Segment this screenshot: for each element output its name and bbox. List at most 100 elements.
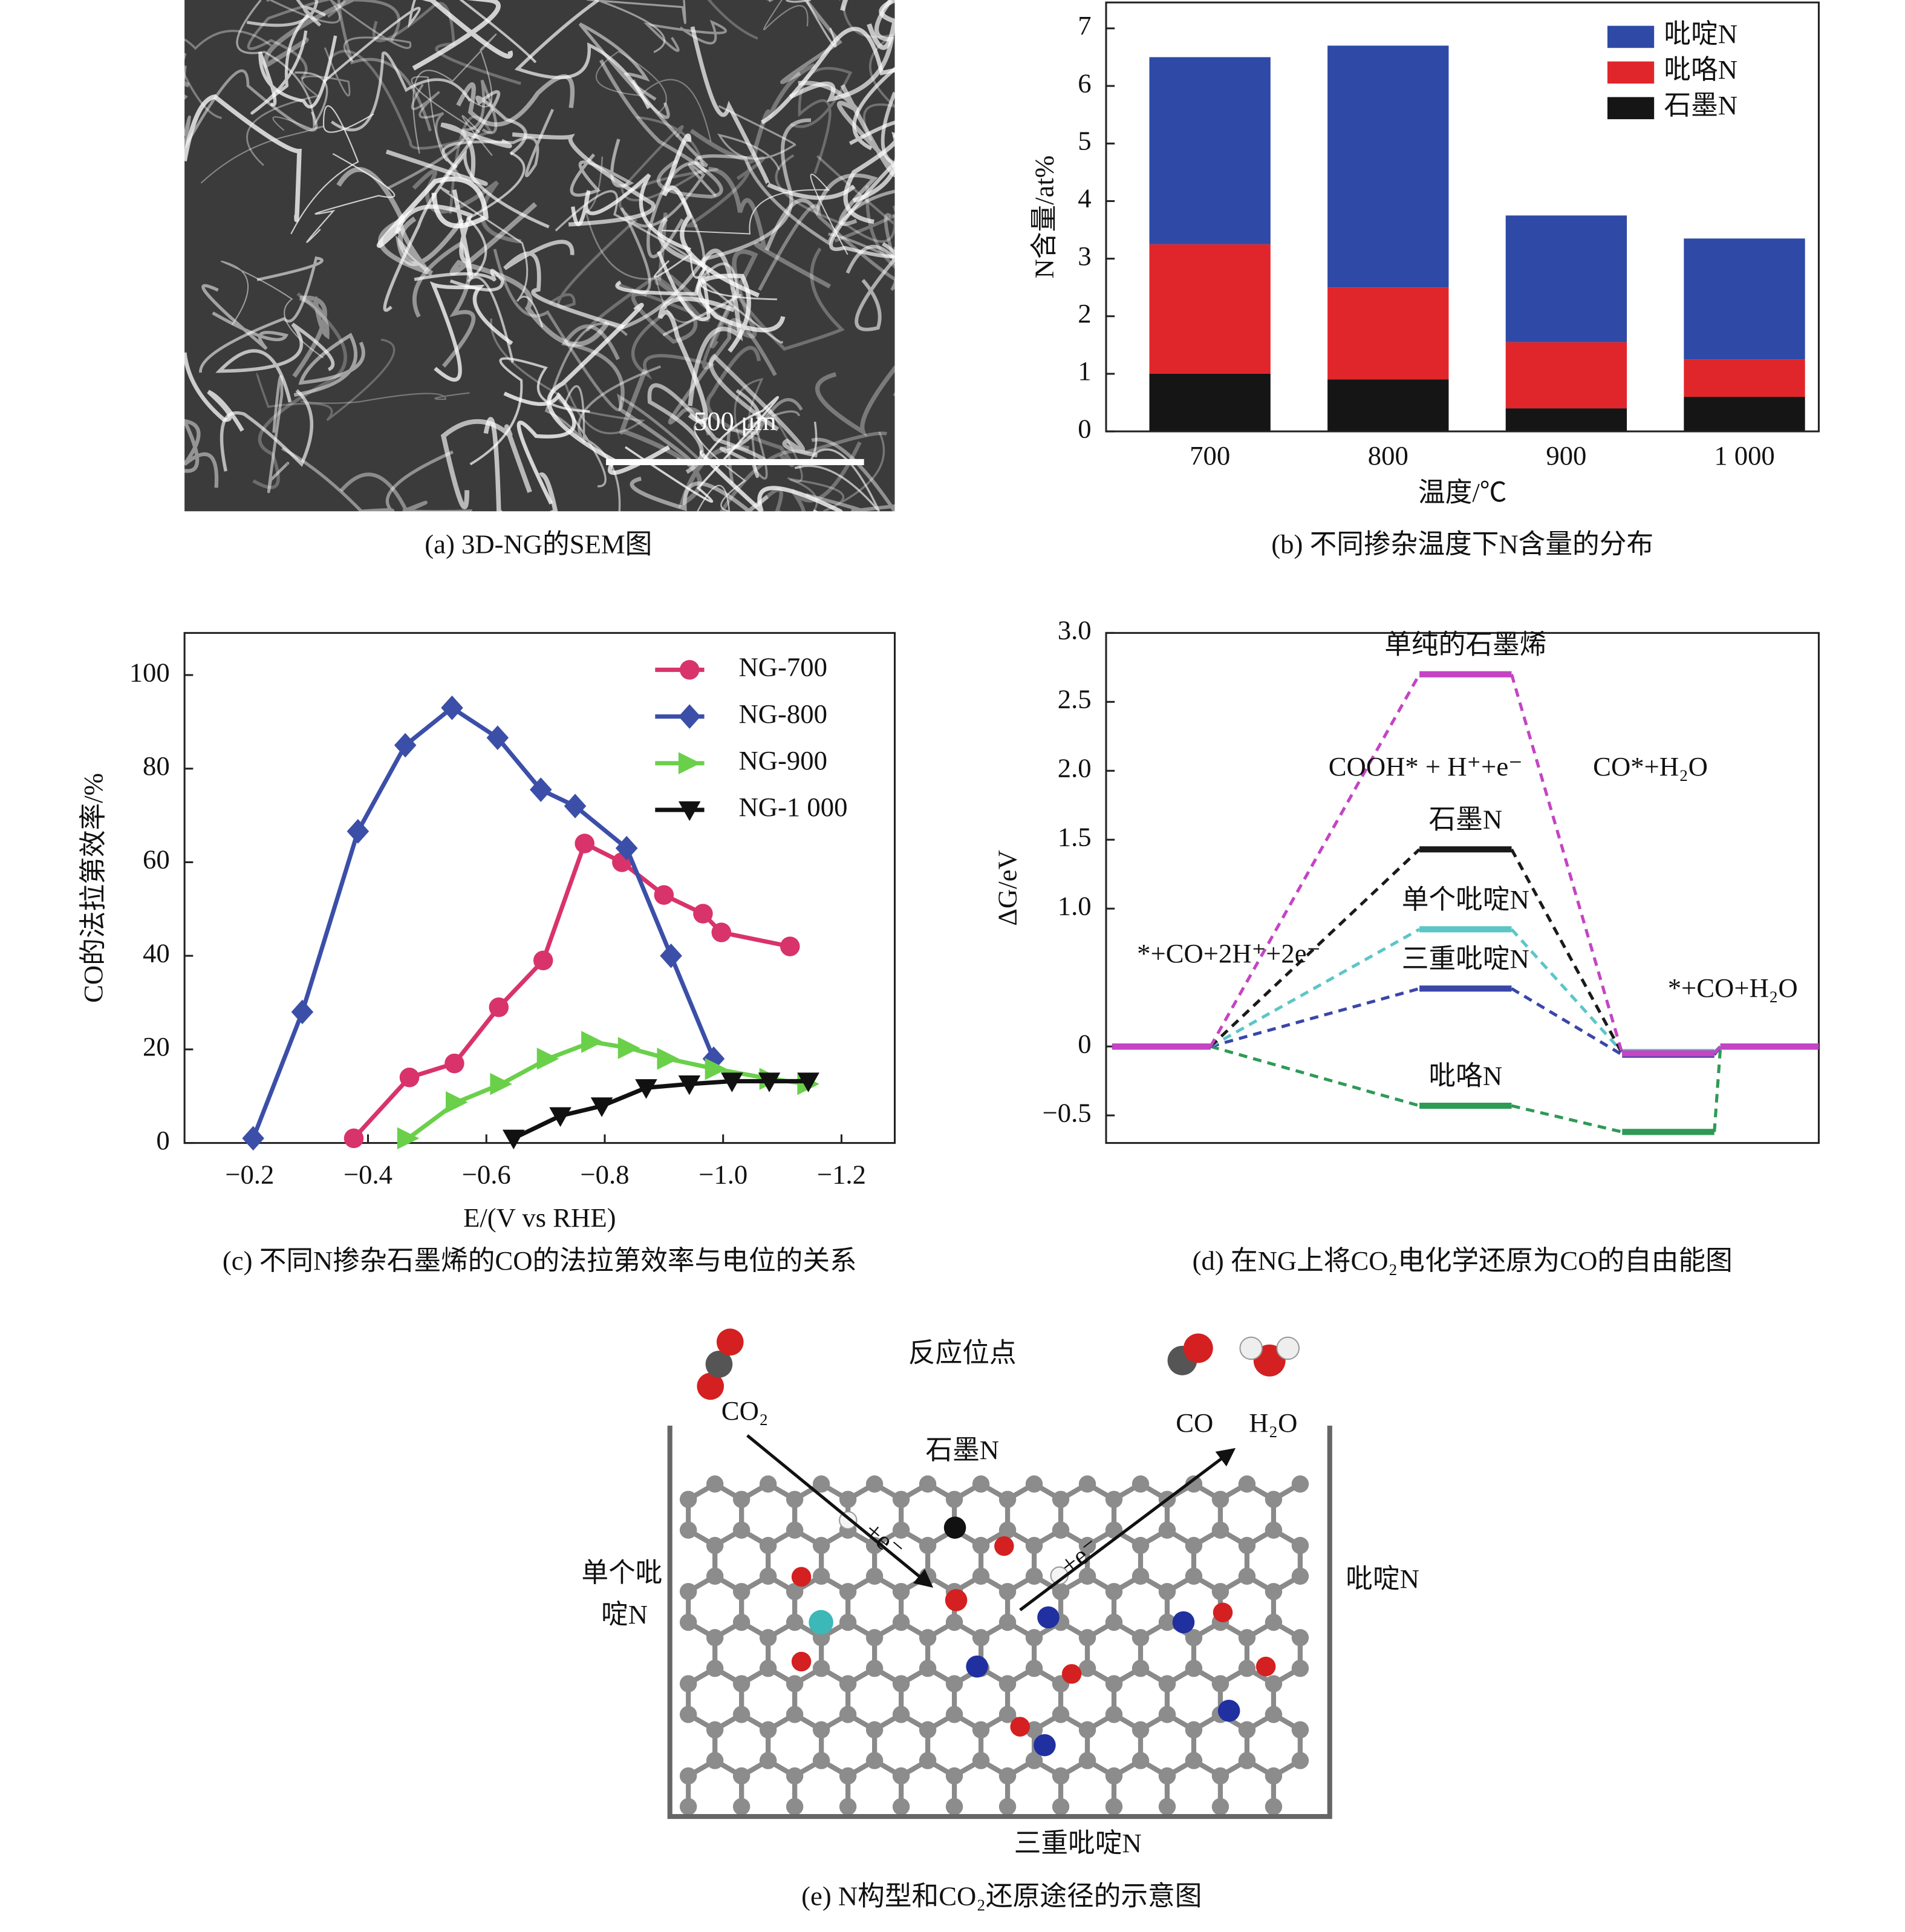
data-point <box>635 1079 657 1099</box>
atom-c <box>998 1521 1017 1539</box>
atom-c <box>919 1752 937 1769</box>
atom-c <box>945 1675 963 1692</box>
legend-swatch <box>1607 25 1655 48</box>
bar-segment <box>1327 379 1449 432</box>
atom-c <box>732 1490 751 1509</box>
atom-c <box>998 1675 1017 1692</box>
sem-fiber <box>643 19 727 52</box>
atom-o <box>791 1651 812 1672</box>
atom-c <box>1211 1490 1229 1509</box>
sem-fiber <box>707 0 771 40</box>
series-label: 石墨N <box>1428 804 1502 835</box>
atom-c <box>786 1798 804 1815</box>
atom-c <box>786 1767 804 1785</box>
atom-c <box>945 1613 963 1631</box>
series-line <box>406 1039 809 1140</box>
data-point <box>549 1107 572 1127</box>
x-tick-label: −0.8 <box>580 1160 629 1190</box>
atom-c <box>998 1613 1017 1631</box>
atom-c <box>1238 1659 1256 1677</box>
sem-fiber <box>306 153 396 243</box>
x-tick-label: 800 <box>1368 440 1408 471</box>
atom-o <box>1061 1664 1082 1684</box>
legend-swatch <box>1607 61 1655 84</box>
data-point <box>344 1128 364 1149</box>
sem-fiber <box>775 154 905 243</box>
data-point <box>486 725 509 750</box>
atom-n <box>966 1655 988 1678</box>
atom-c <box>706 1629 724 1646</box>
sem-fiber <box>747 410 801 480</box>
atom-c <box>732 1582 751 1601</box>
bar-segment <box>1684 359 1805 397</box>
atom-c <box>679 1675 697 1692</box>
y-tick-label: 60 <box>143 844 170 875</box>
data-point <box>678 704 701 729</box>
bar-segment <box>1505 408 1627 432</box>
sem-fiber <box>181 418 219 488</box>
atom-c <box>1238 1475 1256 1493</box>
atom-c <box>1078 1567 1096 1585</box>
sem-fiber <box>549 168 718 308</box>
sem-fiber <box>657 217 743 406</box>
atom-c <box>1025 1475 1043 1493</box>
annotation: *+CO+2H⁺+2e⁻ <box>1137 938 1321 968</box>
atom-c <box>1265 1582 1283 1601</box>
lattice-frame <box>667 1425 1332 1819</box>
atom-o <box>697 1372 725 1400</box>
atom-c <box>839 1675 857 1692</box>
atom-c <box>812 1536 830 1555</box>
sem-fiber <box>412 33 497 154</box>
atom-c <box>679 1613 697 1631</box>
x-tick-label: −0.2 <box>225 1160 274 1190</box>
legend-label: 石墨N <box>1664 90 1737 120</box>
legend-label: NG-800 <box>738 699 827 729</box>
x-tick-label: 1 000 <box>1714 440 1775 471</box>
sem-fiber <box>815 346 922 437</box>
legend-label: 吡咯N <box>1664 54 1737 85</box>
atom-c <box>1025 1567 1043 1585</box>
atom-c <box>1291 1629 1309 1646</box>
atom-c <box>786 1490 804 1509</box>
connector <box>1510 848 1624 1054</box>
data-point <box>242 1126 264 1151</box>
atom-c <box>1211 1798 1229 1815</box>
sem-fiber <box>441 108 555 178</box>
plot-area <box>1105 631 1820 1144</box>
atom-c <box>1265 1521 1283 1539</box>
graphene-lattice <box>679 1475 1309 1815</box>
atom-o <box>1255 1656 1276 1677</box>
sem-fiber <box>789 431 885 512</box>
data-point <box>797 1072 819 1092</box>
y-tick-label: 2.0 <box>1058 753 1092 783</box>
sem-fiber <box>690 26 856 200</box>
sem-fiber <box>620 116 705 201</box>
data-point <box>536 1048 559 1070</box>
atom-c <box>1132 1752 1150 1769</box>
atom-c <box>1265 1706 1283 1723</box>
atom-c <box>998 1582 1017 1601</box>
sem-fiber <box>619 368 750 509</box>
atom-c <box>679 1798 697 1815</box>
atom-c <box>679 1582 697 1601</box>
sem-fiber <box>267 375 290 494</box>
atom-graphitic-n <box>943 1516 966 1539</box>
x-axis-label: 温度/℃ <box>1418 477 1506 507</box>
y-tick-label: 5 <box>1078 126 1091 156</box>
atom-c <box>759 1629 777 1646</box>
atom-c <box>1238 1629 1256 1646</box>
sem-fiber <box>429 281 513 382</box>
x-tick-label: −1.2 <box>817 1160 866 1190</box>
y-axis-label: ΔG/eV <box>992 850 1023 926</box>
atom-c <box>865 1752 884 1769</box>
atom-c <box>1291 1536 1309 1555</box>
atom-c <box>1132 1629 1150 1646</box>
sem-fiber <box>411 76 493 162</box>
atom-c <box>892 1706 910 1723</box>
atom-c <box>919 1629 937 1646</box>
scale-bar-label: 500 μm <box>694 406 777 436</box>
sem-fiber <box>653 252 777 301</box>
sem-fiber <box>829 91 898 258</box>
atom-c <box>865 1567 884 1585</box>
atom-c <box>732 1521 751 1539</box>
